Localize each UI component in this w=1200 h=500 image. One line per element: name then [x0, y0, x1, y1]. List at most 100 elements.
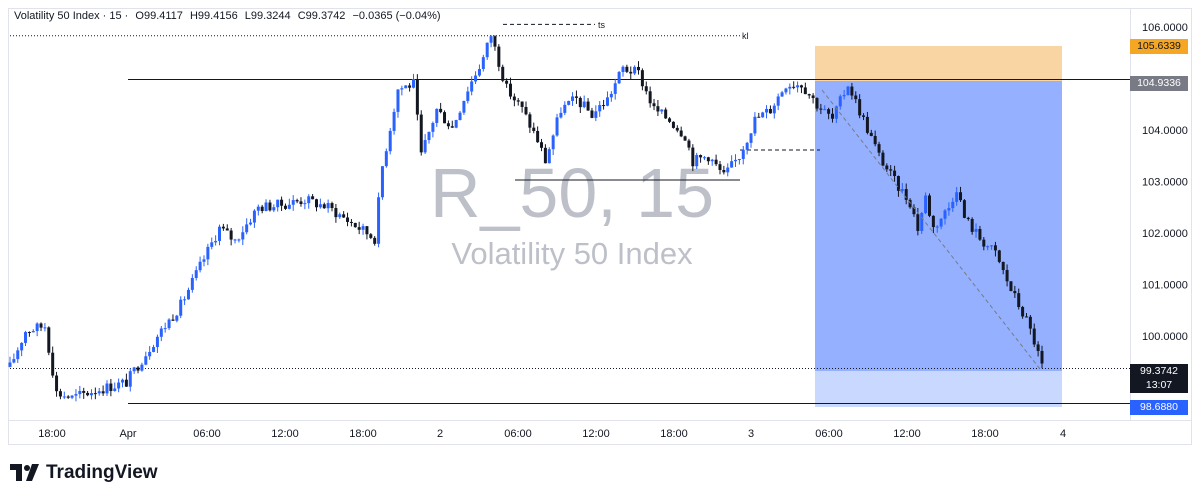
candle-body	[450, 126, 454, 128]
take-profit-zone[interactable]	[815, 81, 1062, 371]
candle-body	[734, 159, 738, 162]
target-price-tag: 98.6880	[1130, 400, 1188, 415]
horizontal-levels[interactable]	[10, 23, 1130, 404]
candle-body	[505, 80, 509, 84]
candle-body	[97, 391, 101, 394]
candle-body	[489, 36, 493, 43]
candle-body	[668, 118, 672, 122]
high-value: H99.4156	[189, 10, 238, 22]
candle-body	[749, 133, 753, 143]
candle-body	[993, 245, 997, 251]
tradingview-logo-icon	[10, 464, 39, 481]
candle-body	[307, 196, 311, 204]
candle-body	[128, 371, 132, 387]
candle-body	[159, 328, 163, 337]
candle-body	[656, 106, 660, 112]
candle-body	[384, 151, 388, 167]
candle-body	[501, 66, 505, 81]
candle-body	[206, 246, 210, 260]
candle-body	[361, 226, 365, 230]
candle-body	[233, 239, 237, 241]
candle-body	[737, 158, 741, 160]
candle-body	[574, 96, 578, 98]
candle-body	[920, 213, 924, 231]
candle-body	[249, 222, 253, 225]
candle-body	[990, 245, 994, 247]
candle-body	[846, 86, 850, 96]
candle-body	[198, 261, 202, 271]
candle-body	[163, 328, 167, 330]
open-value: O99.4117	[135, 10, 183, 22]
candle-body	[753, 116, 757, 134]
kl-label: kl	[742, 31, 749, 41]
candle-body	[819, 108, 823, 110]
candle-body	[536, 130, 540, 143]
time-tick-label: 18:00	[971, 428, 999, 440]
candle-body	[567, 100, 571, 105]
candle-body	[885, 165, 889, 170]
candle-body	[644, 86, 648, 92]
symbol-title[interactable]: Volatility 50 Index · 15 ·	[14, 10, 129, 22]
candle-body	[291, 200, 295, 205]
candle-body	[66, 396, 70, 398]
candle-body	[780, 92, 784, 97]
candle-body	[609, 93, 613, 98]
candle-body	[136, 367, 140, 371]
candle-body	[27, 332, 31, 334]
take-profit-zone-extension[interactable]	[815, 371, 1062, 407]
candle-body	[1036, 344, 1040, 351]
candle-body	[346, 217, 350, 222]
candle-body	[35, 323, 39, 332]
candle-body	[935, 226, 939, 228]
candle-body	[629, 71, 633, 74]
candle-body	[524, 106, 528, 115]
candle-body	[881, 152, 885, 166]
price-tick-label: 106.0000	[1142, 22, 1188, 34]
candle-body	[761, 112, 765, 118]
candle-body	[842, 95, 846, 97]
candle-body	[858, 99, 862, 116]
position-zones[interactable]	[815, 46, 1062, 407]
brand-logo[interactable]: TradingView	[10, 462, 158, 484]
candle-body	[834, 106, 838, 119]
stop-loss-zone[interactable]	[815, 46, 1062, 81]
candle-body	[823, 109, 827, 111]
candle-body	[679, 130, 683, 137]
candle-body	[714, 159, 718, 165]
candle-body	[404, 85, 408, 89]
candle-body	[264, 202, 268, 212]
candle-body	[869, 132, 873, 136]
candle-body	[283, 205, 287, 209]
candle-body	[664, 109, 668, 119]
candle-body	[411, 78, 415, 88]
candle-body	[675, 127, 679, 131]
candle-body	[70, 395, 74, 398]
candle-body	[24, 332, 28, 343]
candle-body	[516, 100, 520, 102]
brand-name: TradingView	[46, 462, 158, 483]
candle-body	[974, 228, 978, 232]
price-axis[interactable]: 106.0000 104.0000 103.0000 102.0000 101.0000…	[1142, 22, 1188, 343]
candle-body	[171, 319, 175, 321]
candlestick-series	[8, 35, 1044, 402]
candle-body	[113, 388, 117, 392]
candle-body	[400, 88, 404, 90]
candle-body	[299, 201, 303, 204]
candle-body	[625, 66, 629, 72]
candle-body	[334, 208, 338, 218]
candle-body	[446, 123, 450, 127]
candle-body	[140, 364, 144, 371]
candle-body	[792, 86, 796, 88]
candle-body	[741, 149, 745, 159]
candle-body	[183, 299, 187, 301]
time-axis[interactable]: 18:00 Apr 06:00 12:00 18:00 2 06:00 12:00 18:00 3…	[38, 428, 1066, 440]
low-value: L99.3244	[244, 10, 291, 22]
candle-body	[586, 101, 590, 111]
candle-body	[124, 379, 128, 387]
candle-body	[757, 116, 761, 118]
candle-body	[43, 327, 47, 329]
candle-body	[210, 242, 214, 247]
candle-body	[369, 234, 373, 238]
candle-body	[357, 227, 361, 230]
